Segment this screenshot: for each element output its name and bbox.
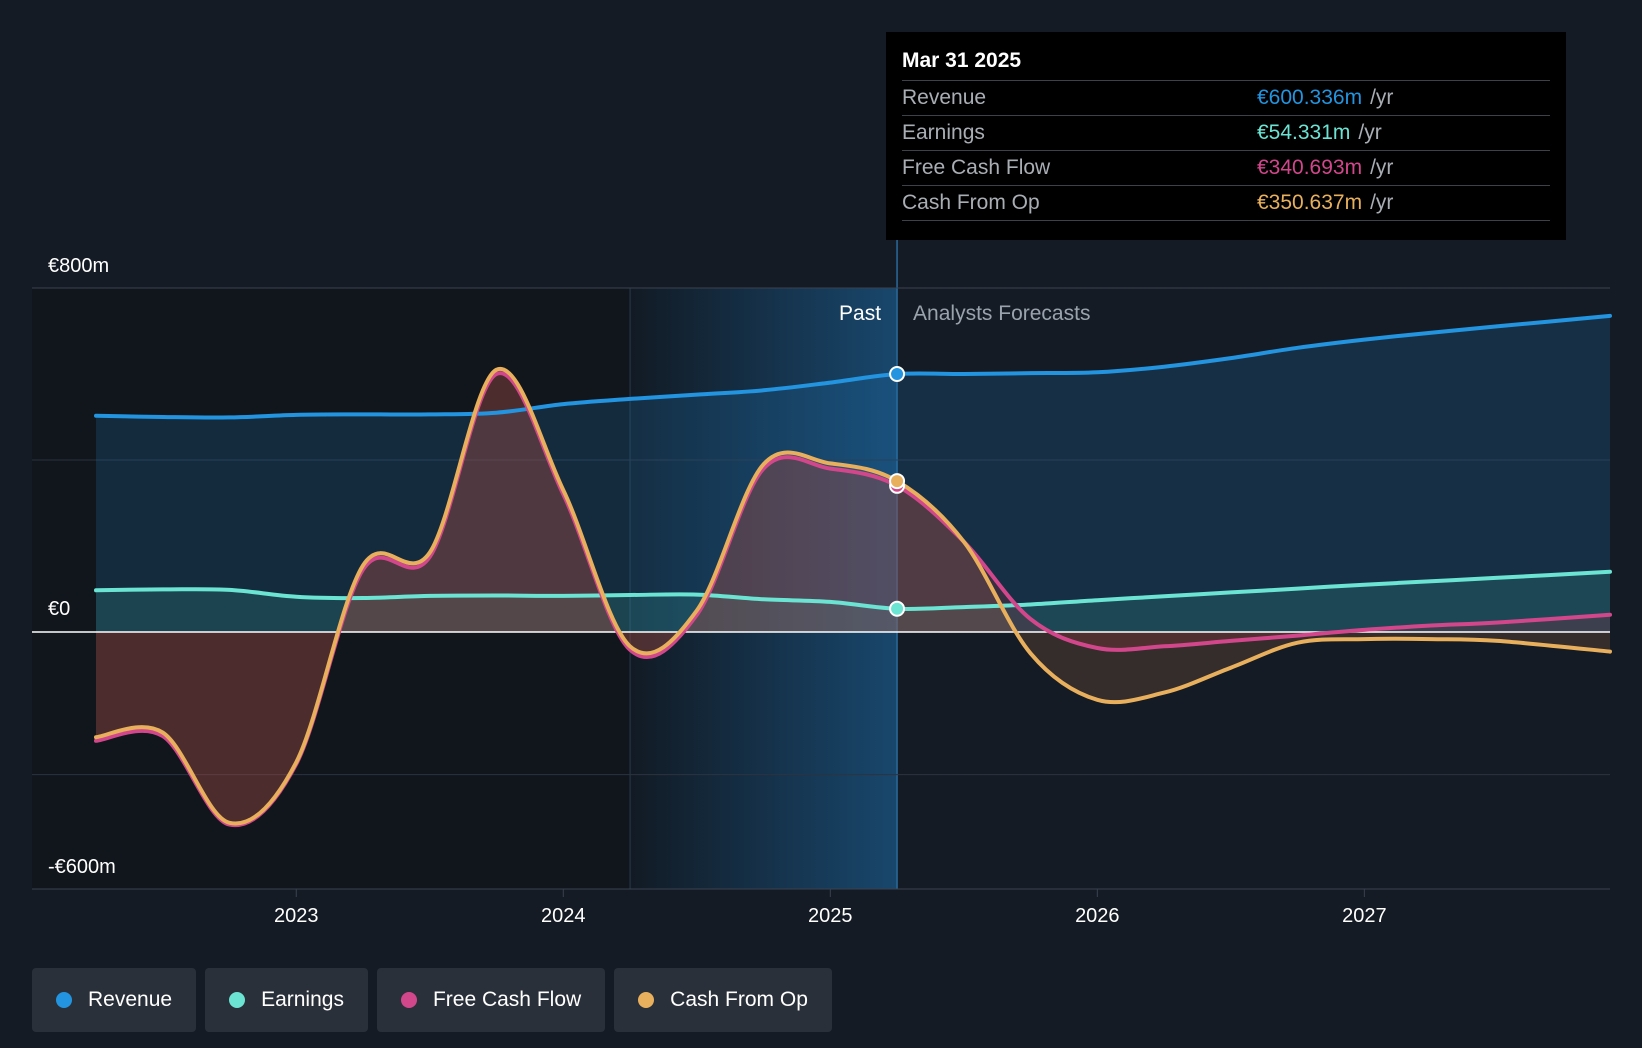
earnings-area bbox=[96, 571, 1610, 632]
x-tick-label: 2027 bbox=[1342, 905, 1387, 927]
tooltip-unit: /yr bbox=[1370, 86, 1394, 109]
tooltip-label: Cash From Op bbox=[902, 191, 1040, 214]
cash-from-op-area bbox=[96, 368, 1610, 824]
x-tick-label: 2024 bbox=[541, 905, 586, 927]
tooltip-value: €350.637m bbox=[1257, 191, 1363, 214]
tooltip-unit: /yr bbox=[1358, 121, 1382, 144]
tooltip: Mar 31 2025 Revenue €600.336m /yr Earnin… bbox=[886, 32, 1566, 240]
legend: Revenue Earnings Free Cash Flow Cash Fro… bbox=[32, 968, 832, 1032]
tooltip-unit: /yr bbox=[1370, 156, 1394, 179]
forecast-label: Analysts Forecasts bbox=[913, 302, 1090, 325]
tooltip-label: Earnings bbox=[902, 121, 985, 144]
tooltip-unit: /yr bbox=[1370, 191, 1394, 214]
legend-item-cash-from-op[interactable]: Cash From Op bbox=[614, 968, 832, 1032]
tooltip-value: €54.331m bbox=[1257, 121, 1351, 144]
cash-from-op-dot-icon bbox=[638, 992, 655, 1008]
legend-label: Earnings bbox=[261, 988, 344, 1011]
tooltip-value: €600.336m bbox=[1257, 86, 1363, 109]
tooltip-row-earnings: Earnings €54.331m /yr bbox=[902, 116, 1550, 151]
y-tick-label: €800m bbox=[48, 255, 109, 277]
tooltip-label: Revenue bbox=[902, 86, 987, 109]
legend-item-earnings[interactable]: Earnings bbox=[205, 968, 368, 1032]
earnings-dot-icon bbox=[229, 992, 246, 1008]
tooltip-date: Mar 31 2025 bbox=[902, 46, 1550, 81]
y-tick-label: €0 bbox=[48, 598, 70, 620]
free-cash-flow-dot-icon bbox=[400, 992, 417, 1008]
earnings-marker bbox=[889, 600, 906, 617]
tooltip-row-revenue: Revenue €600.336m /yr bbox=[902, 81, 1550, 116]
legend-item-revenue[interactable]: Revenue bbox=[32, 968, 197, 1032]
revenue-area bbox=[96, 315, 1610, 632]
revenue-dot-icon bbox=[56, 992, 72, 1008]
cash-from-op-line bbox=[94, 366, 1612, 826]
legend-label: Revenue bbox=[88, 988, 173, 1011]
legend-label: Free Cash Flow bbox=[432, 988, 582, 1011]
tooltip-value: €340.693m bbox=[1257, 156, 1363, 179]
y-tick-label: -€600m bbox=[48, 856, 116, 878]
tooltip-row-free-cash-flow: Free Cash Flow €340.693m /yr bbox=[902, 151, 1550, 186]
legend-item-free-cash-flow[interactable]: Free Cash Flow bbox=[376, 968, 606, 1032]
legend-label: Cash From Op bbox=[670, 988, 808, 1011]
tooltip-row-cash-from-op: Cash From Op €350.637m /yr bbox=[902, 186, 1550, 221]
tooltip-label: Free Cash Flow bbox=[902, 156, 1051, 179]
revenue-line bbox=[94, 313, 1612, 420]
financial-chart: Past Analysts Forecasts €800m €0 -€600m 202… bbox=[32, 240, 1612, 927]
past-label: Past bbox=[839, 302, 881, 325]
x-tick-label: 2025 bbox=[808, 905, 853, 927]
free-cash-flow-area bbox=[96, 373, 1610, 826]
highlight-region bbox=[630, 288, 898, 889]
x-tick-label: 2026 bbox=[1075, 905, 1120, 927]
x-tick-label: 2023 bbox=[274, 905, 319, 927]
cash-from-op-marker bbox=[889, 473, 906, 490]
earnings-line bbox=[94, 569, 1612, 611]
revenue-marker bbox=[889, 366, 906, 382]
